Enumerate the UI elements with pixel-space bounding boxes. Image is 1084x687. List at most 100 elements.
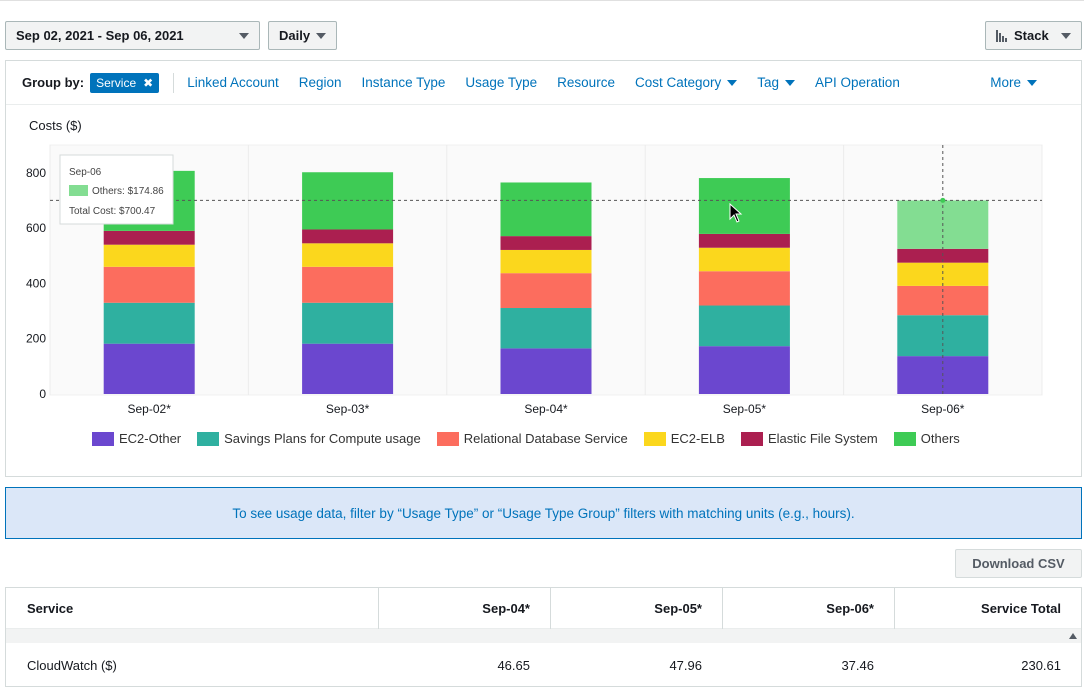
- bar-segment: [897, 262, 989, 286]
- table-header: Service Sep-04* Sep-05* Sep-06* Service …: [6, 588, 1081, 629]
- y-tick-label: 200: [26, 332, 46, 346]
- col-header-sep04[interactable]: Sep-04*: [378, 588, 550, 629]
- x-tick-label: Sep-02*: [128, 402, 172, 416]
- chevron-down-icon: [239, 32, 249, 39]
- y-tick-label: 800: [26, 166, 46, 180]
- group-by-resource[interactable]: Resource: [557, 75, 615, 90]
- legend-item[interactable]: Savings Plans for Compute usage: [197, 431, 421, 446]
- bar-segment: [500, 308, 592, 349]
- legend-swatch: [893, 431, 916, 446]
- bar-segment: [103, 302, 195, 344]
- y-tick-label: 0: [39, 387, 46, 401]
- tag-label: Tag: [757, 75, 780, 90]
- bar-segment: [103, 343, 195, 394]
- group-by-label: Group by:: [22, 75, 85, 90]
- bar-chart-icon: [996, 29, 1007, 42]
- legend-label: Savings Plans for Compute usage: [224, 431, 421, 446]
- group-by-cost-category[interactable]: Cost Category: [634, 75, 738, 90]
- cost-category-label: Cost Category: [634, 75, 722, 90]
- bar-segment: [103, 266, 195, 303]
- info-banner-text: To see usage data, filter by “Usage Type…: [232, 505, 855, 521]
- legend-swatch: [436, 431, 459, 446]
- tooltip-date: Sep-06: [69, 167, 102, 178]
- y-tick-label: 400: [26, 276, 46, 290]
- granularity-value: Daily: [279, 28, 311, 43]
- group-by-token-service[interactable]: Service ✖: [90, 72, 160, 93]
- cell-sep05: 47.96: [669, 658, 702, 673]
- bar-segment: [698, 178, 790, 234]
- x-tick-label: Sep-03*: [326, 402, 370, 416]
- legend-item[interactable]: EC2-ELB: [643, 431, 725, 446]
- group-by-usage-type[interactable]: Usage Type: [465, 75, 538, 90]
- download-csv-button[interactable]: Download CSV: [955, 549, 1082, 578]
- bar-segment: [103, 230, 195, 245]
- group-by-divider: [173, 72, 175, 93]
- bar-segment: [500, 182, 592, 237]
- col-header-sep05[interactable]: Sep-05*: [550, 588, 722, 629]
- bar-segment: [302, 343, 394, 394]
- cell-service: CloudWatch ($): [27, 658, 117, 673]
- bar-segment: [500, 249, 592, 274]
- bar-segment: [698, 247, 790, 272]
- cell-service-total: 230.61: [1021, 658, 1061, 673]
- legend-item[interactable]: EC2-Other: [92, 431, 181, 446]
- legend-label: Others: [920, 431, 960, 446]
- chart-style-select[interactable]: Stack: [985, 21, 1082, 50]
- legend-label: Relational Database Service: [463, 431, 628, 446]
- bar-segment: [302, 172, 394, 230]
- bar-segment: [103, 244, 195, 267]
- chart-tooltip: Sep-06 Others: $174.86 Total Cost: $700.47: [59, 154, 174, 225]
- granularity-select[interactable]: Daily: [268, 21, 337, 50]
- group-by-linked-account[interactable]: Linked Account: [187, 75, 279, 90]
- tooltip-total: Total Cost: $700.47: [69, 206, 156, 217]
- legend-item[interactable]: Relational Database Service: [436, 431, 628, 446]
- bar-segment: [302, 243, 394, 267]
- cell-sep04: 46.65: [497, 658, 530, 673]
- chevron-down-icon: [316, 32, 326, 39]
- tooltip-swatch: [69, 185, 88, 196]
- legend-item[interactable]: Elastic File System: [740, 431, 878, 446]
- table-row: CloudWatch ($) 46.65 47.96 37.46 230.61: [6, 643, 1081, 686]
- crosshair-point: [940, 197, 946, 203]
- group-by-tag[interactable]: Tag: [757, 75, 796, 90]
- chevron-down-icon: [785, 79, 796, 86]
- col-header-sep06[interactable]: Sep-06*: [722, 588, 894, 629]
- bar-segment: [302, 266, 394, 303]
- bar-segment: [500, 348, 592, 394]
- legend-swatch: [740, 431, 763, 446]
- group-by-more[interactable]: More: [990, 75, 1037, 90]
- cost-table: Service Sep-04* Sep-05* Sep-06* Service …: [5, 587, 1082, 687]
- bar-segment: [698, 233, 790, 248]
- legend-swatch: [92, 431, 114, 446]
- group-by-instance-type[interactable]: Instance Type: [361, 75, 446, 90]
- bar-segment: [698, 271, 790, 306]
- more-label: More: [990, 75, 1021, 90]
- legend-item[interactable]: Others: [893, 431, 960, 446]
- col-header-service[interactable]: Service: [27, 601, 74, 616]
- col-header-service-total[interactable]: Service Total: [894, 588, 1081, 629]
- group-by-api-operation[interactable]: API Operation: [815, 75, 900, 90]
- bar-segment: [698, 305, 790, 347]
- remove-token-icon[interactable]: ✖: [143, 75, 154, 90]
- mouse-cursor-icon: [729, 203, 743, 223]
- cell-sep06: 37.46: [841, 658, 874, 673]
- bar-segment: [500, 236, 592, 250]
- group-by-region[interactable]: Region: [298, 75, 342, 90]
- scroll-up-icon[interactable]: [1069, 633, 1077, 639]
- date-range-value: Sep 02, 2021 - Sep 06, 2021: [16, 28, 184, 43]
- x-tick-label: Sep-05*: [723, 402, 767, 416]
- legend-swatch: [197, 431, 220, 446]
- table-scroll-strip: [6, 629, 1081, 643]
- legend-label: Elastic File System: [767, 431, 878, 446]
- date-range-picker[interactable]: Sep 02, 2021 - Sep 06, 2021: [5, 21, 260, 50]
- chart-style-value: Stack: [1014, 28, 1049, 43]
- y-tick-label: 600: [26, 221, 46, 235]
- group-by-bar: Group by: Service ✖ Linked Account Regio…: [6, 61, 1081, 105]
- cost-chart-panel: Group by: Service ✖ Linked Account Regio…: [5, 60, 1082, 477]
- top-divider: [0, 0, 1084, 1]
- stacked-bar-chart: 0 200 400 600 800 Sep-02* Sep-03* Sep-04* Sep-05…: [26, 144, 1043, 416]
- x-tick-label: Sep-06*: [921, 402, 965, 416]
- chevron-down-icon: [727, 79, 738, 86]
- bar-segment: [302, 302, 394, 344]
- bar-segment: [302, 229, 394, 244]
